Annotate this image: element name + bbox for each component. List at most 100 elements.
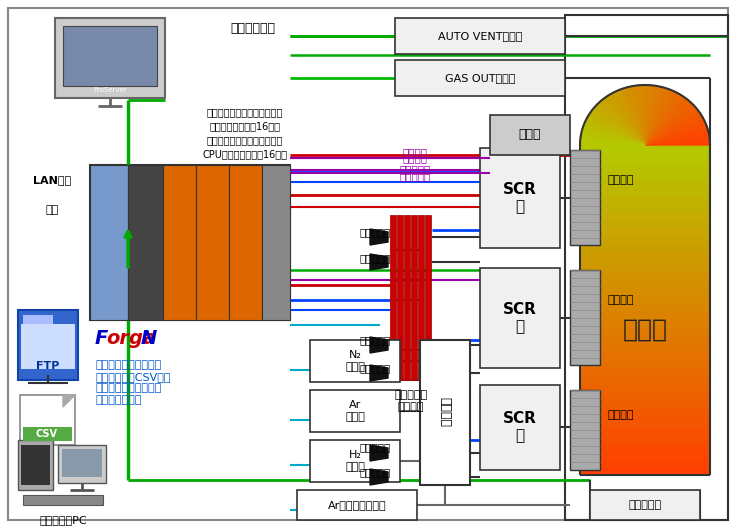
Bar xyxy=(128,165,163,320)
Polygon shape xyxy=(370,337,388,353)
Bar xyxy=(425,215,431,380)
Polygon shape xyxy=(581,127,645,145)
Polygon shape xyxy=(645,110,701,145)
Polygon shape xyxy=(645,114,703,145)
Bar xyxy=(580,162,710,171)
Text: orga: orga xyxy=(106,328,156,347)
Text: N₂
バルブ: N₂ バルブ xyxy=(345,350,365,372)
Bar xyxy=(580,285,710,295)
Polygon shape xyxy=(587,114,645,145)
Polygon shape xyxy=(580,136,645,145)
Text: SCR
下: SCR 下 xyxy=(503,411,537,443)
Text: SCR
中: SCR 中 xyxy=(503,302,537,334)
Text: パージ検知: パージ検知 xyxy=(400,164,431,174)
Polygon shape xyxy=(583,122,645,145)
Text: 炉壁温度中: 炉壁温度中 xyxy=(360,335,392,345)
Bar xyxy=(480,268,560,368)
Polygon shape xyxy=(370,445,388,461)
Text: Arバイパスバルブ: Arバイパスバルブ xyxy=(328,500,386,510)
Text: 炉内温度下: 炉内温度下 xyxy=(360,467,392,477)
Text: CPU（８点）　　（16点）: CPU（８点） （16点） xyxy=(202,149,288,159)
Bar xyxy=(480,385,560,470)
Bar xyxy=(580,186,710,195)
Bar xyxy=(580,392,710,402)
Text: 真空炉: 真空炉 xyxy=(623,318,668,342)
Polygon shape xyxy=(645,136,710,145)
Bar xyxy=(23,427,72,441)
Bar xyxy=(580,194,710,204)
Bar xyxy=(580,169,710,179)
Text: 真空検知: 真空検知 xyxy=(403,153,428,163)
Text: 制御レシピをエクセル
等で作成し、CSVファ
イルに変換して、コン
トローラに転送: 制御レシピをエクセル 等で作成し、CSVファ イルに変換して、コン トローラに転… xyxy=(95,360,171,405)
Bar xyxy=(580,426,710,435)
Text: 熱電変換器
（６点）: 熱電変換器 （６点） xyxy=(394,390,428,412)
Text: ミキサー: ミキサー xyxy=(439,397,451,427)
Text: リモート用PC: リモート用PC xyxy=(39,515,87,525)
Bar xyxy=(580,433,710,443)
Polygon shape xyxy=(630,86,645,145)
Bar xyxy=(580,376,710,385)
Polygon shape xyxy=(640,85,645,145)
Bar xyxy=(580,335,710,344)
Polygon shape xyxy=(645,85,650,145)
Bar xyxy=(310,440,400,482)
Bar xyxy=(580,153,710,163)
Polygon shape xyxy=(645,140,710,145)
Polygon shape xyxy=(645,87,665,145)
Bar xyxy=(580,458,710,468)
Bar xyxy=(580,450,710,459)
Bar xyxy=(21,324,75,369)
Bar xyxy=(580,294,710,303)
Bar xyxy=(580,409,710,418)
Bar xyxy=(411,215,417,380)
Bar xyxy=(580,417,710,427)
Text: 電源: 電源 xyxy=(46,205,59,215)
Text: AUTO VENTバルブ: AUTO VENTバルブ xyxy=(438,31,522,41)
Text: 炉壁温度下: 炉壁温度下 xyxy=(360,442,392,452)
Bar xyxy=(23,315,53,327)
Text: （４点）　　　（16点）: （４点） （16点） xyxy=(210,121,280,131)
Bar xyxy=(570,270,600,365)
Bar xyxy=(310,390,400,432)
Bar xyxy=(580,318,710,327)
Bar xyxy=(480,148,560,248)
Text: パージ検知: パージ検知 xyxy=(400,171,431,181)
Bar xyxy=(580,467,710,476)
Bar xyxy=(395,18,565,54)
Polygon shape xyxy=(645,86,660,145)
Bar xyxy=(580,219,710,229)
Bar xyxy=(565,15,728,520)
Text: ProServer: ProServer xyxy=(93,87,127,93)
Text: H₂
バルブ: H₂ バルブ xyxy=(345,450,365,472)
Polygon shape xyxy=(585,118,645,145)
Bar xyxy=(20,395,75,445)
Bar xyxy=(580,310,710,319)
Polygon shape xyxy=(635,85,645,145)
Bar xyxy=(397,215,403,380)
Bar xyxy=(580,244,710,253)
Text: LAN通信: LAN通信 xyxy=(33,175,71,185)
Bar xyxy=(580,326,710,336)
Bar xyxy=(580,260,710,270)
Polygon shape xyxy=(645,91,679,145)
Bar xyxy=(63,26,157,86)
Bar xyxy=(580,145,710,154)
Text: Ar
バルブ: Ar バルブ xyxy=(345,400,365,422)
Polygon shape xyxy=(645,106,698,145)
Polygon shape xyxy=(620,88,645,145)
Polygon shape xyxy=(370,469,388,485)
Text: 炉壁温度上: 炉壁温度上 xyxy=(360,227,392,237)
Polygon shape xyxy=(625,87,645,145)
Text: ヒータ中: ヒータ中 xyxy=(608,295,634,305)
Bar xyxy=(297,490,417,520)
Bar xyxy=(418,215,424,380)
Bar xyxy=(580,211,710,220)
Text: 真空検知: 真空検知 xyxy=(403,147,428,157)
Polygon shape xyxy=(581,131,645,145)
Bar xyxy=(18,440,53,490)
Bar xyxy=(580,252,710,261)
Text: 炉内温度中: 炉内温度中 xyxy=(360,363,392,373)
Text: FTP: FTP xyxy=(36,361,60,371)
Bar xyxy=(580,235,710,245)
Text: 真空ポンプ: 真空ポンプ xyxy=(629,500,662,510)
